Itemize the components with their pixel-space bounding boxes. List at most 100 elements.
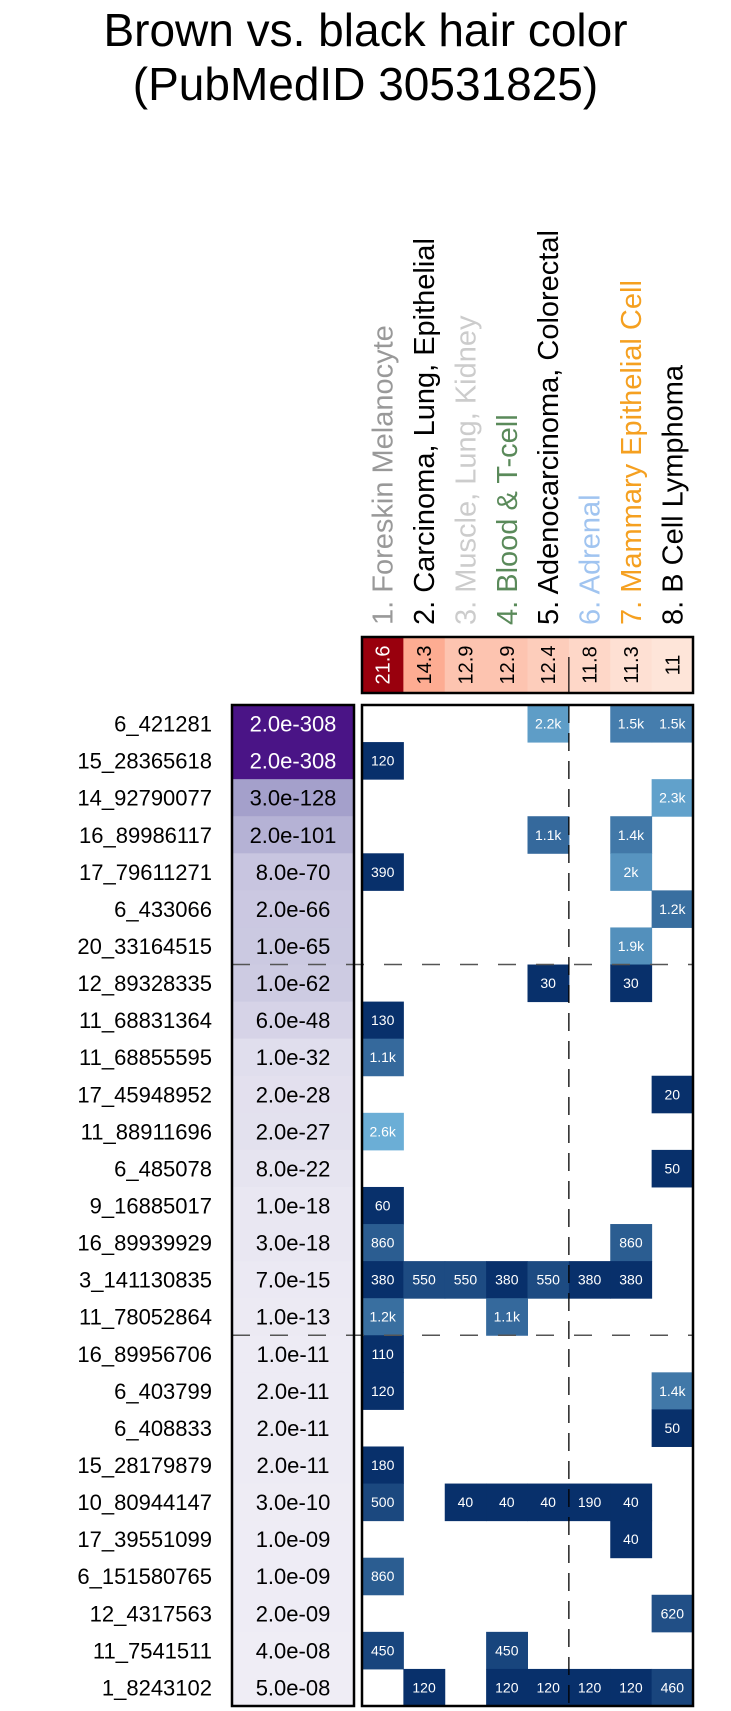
pvalue-label: 1.0e-09 [256,1527,331,1552]
distance-cell [610,927,653,966]
snp-label: 3_141130835 [79,1268,212,1293]
pvalue-label: 1.0e-32 [256,1045,331,1070]
distance-cell [651,1409,694,1447]
snp-label: 17_79611271 [79,860,212,885]
distance-label: 120 [537,1679,561,1695]
distance-cell [610,1483,653,1522]
distance-label: 120 [578,1679,602,1695]
distance-cell [362,1112,404,1151]
chart-title-line-1: Brown vs. black hair color [103,4,628,56]
pvalue-cell [232,816,354,854]
enrichment-cell [527,637,570,693]
pvalue-cell [232,1112,354,1151]
column-label: 8. B Cell Lymphoma [657,364,689,625]
distance-label: 380 [371,1272,395,1288]
pvalue-cell [232,779,354,817]
pvalue-cell [232,1631,354,1670]
pvalue-label: 1.0e-09 [256,1564,331,1589]
distance-cell [362,1557,404,1596]
distance-cell [610,1668,653,1707]
distance-label: 40 [499,1494,515,1510]
column-label: 7. Mammary Epithelial Cell [616,280,648,625]
pvalue-label: 1.0e-11 [257,1342,330,1367]
distance-cell [610,816,653,854]
distance-label: 550 [537,1272,561,1288]
distance-cell [651,1372,694,1410]
distance-cell [362,1483,404,1522]
distance-cell [568,1483,611,1522]
pvalue-cell [232,1520,354,1559]
distance-cell [651,705,694,743]
pvalue-label: 3.0e-10 [256,1490,331,1515]
distance-cell [527,705,570,743]
pvalue-cell [232,890,354,928]
distance-cell [610,853,653,891]
distance-cell [362,1224,404,1262]
pvalue-label: 6.0e-48 [256,1008,331,1033]
pvalue-cell [232,705,354,743]
pvalue-label: 2.0e-66 [256,897,331,922]
snp-label: 12_89328335 [77,971,212,996]
pvalue-label: 8.0e-22 [256,1156,331,1181]
distance-cell [610,964,653,1003]
column-label: 4. Blood & T-cell [492,414,524,625]
distance-label: 190 [578,1494,602,1510]
distance-label: 450 [495,1642,519,1658]
snp-label: 9_16885017 [90,1194,212,1219]
pvalue-label: 1.0e-65 [256,934,331,959]
snp-label: 6_485078 [114,1156,212,1181]
distance-label: 1.2k [369,1309,396,1325]
distance-cell [651,1668,694,1707]
distance-label: 20 [665,1086,681,1102]
distance-cell [362,1038,404,1077]
enrichment-value: 11 [662,655,684,676]
distance-label: 30 [540,975,556,991]
distance-cell [651,1149,694,1188]
distance-cell [362,1335,404,1373]
distance-cell [486,1483,528,1522]
enrichment-value: 14.3 [414,646,436,685]
distance-label: 130 [371,1012,395,1028]
snp-label: 17_45948952 [77,1082,212,1107]
enrichment-value: 12.9 [455,646,477,685]
pvalue-label: 2.0e-101 [250,823,337,848]
distance-label: 40 [458,1494,474,1510]
distance-cell [527,1483,570,1522]
distance-cell [362,1261,404,1299]
snp-label: 6_421281 [114,712,212,737]
enrichment-value: 12.4 [538,646,560,685]
distance-label: 2k [624,864,640,880]
distance-label: 380 [578,1272,602,1288]
snp-label: 11_88911696 [81,1119,212,1144]
snp-label: 14_92790077 [77,786,212,811]
pvalue-cell [232,1001,354,1040]
distance-label: 1.9k [618,938,645,954]
distance-label: 380 [619,1272,643,1288]
pvalue-cell [232,853,354,891]
distance-label: 1.1k [535,827,562,843]
distance-label: 460 [661,1679,685,1695]
pvalue-label: 5.0e-08 [256,1675,331,1700]
snp-label: 10_80944147 [77,1490,212,1515]
distance-cell [651,1594,694,1633]
snp-label: 16_89939929 [77,1231,212,1256]
enrichment-cell [610,637,653,693]
pvalue-label: 2.0e-11 [257,1453,330,1478]
snp-label: 15_28365618 [77,749,212,774]
distance-label: 30 [623,975,639,991]
enrichment-cell [362,637,404,693]
distance-label: 40 [623,1494,639,1510]
distance-label: 120 [619,1679,643,1695]
distance-cell [362,853,404,891]
distance-label: 50 [665,1160,681,1176]
distance-label: 120 [371,753,395,769]
distance-label: 40 [540,1494,556,1510]
distance-cell [651,779,694,817]
distance-cell [362,1631,404,1670]
column-label: 1. Foreskin Melanocyte [368,325,400,625]
distance-cell [362,1186,404,1225]
snp-label: 6_403799 [114,1379,212,1404]
distance-cell [362,1446,404,1485]
column-label: 3. Muscle, Lung, Kidney [450,315,482,625]
